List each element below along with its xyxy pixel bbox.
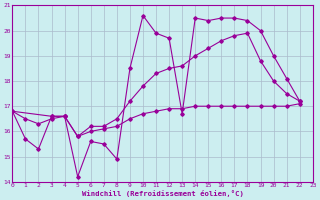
X-axis label: Windchill (Refroidissement éolien,°C): Windchill (Refroidissement éolien,°C) [82, 190, 244, 197]
